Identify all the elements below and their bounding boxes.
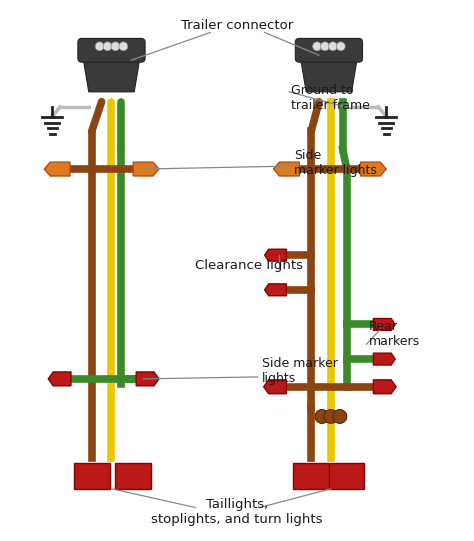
Text: Side
marker lights: Side marker lights xyxy=(294,149,377,177)
Polygon shape xyxy=(264,284,286,296)
Circle shape xyxy=(324,410,338,424)
Circle shape xyxy=(333,410,346,424)
Polygon shape xyxy=(361,162,386,176)
Text: Clearance lights: Clearance lights xyxy=(195,259,303,272)
Text: Trailer connector: Trailer connector xyxy=(181,18,293,31)
FancyBboxPatch shape xyxy=(295,38,363,62)
Polygon shape xyxy=(264,380,286,394)
Circle shape xyxy=(95,42,104,51)
Bar xyxy=(74,463,109,489)
Text: Taillights,
stoplights, and turn lights: Taillights, stoplights, and turn lights xyxy=(151,498,323,526)
Polygon shape xyxy=(133,162,159,176)
Circle shape xyxy=(320,42,329,51)
Polygon shape xyxy=(136,372,159,386)
Text: Rear
markers: Rear markers xyxy=(368,320,419,348)
Bar xyxy=(329,463,365,489)
Polygon shape xyxy=(374,353,395,365)
Text: Ground to
trailer frame: Ground to trailer frame xyxy=(292,84,370,112)
Circle shape xyxy=(119,42,128,51)
Bar xyxy=(315,413,346,420)
Polygon shape xyxy=(273,162,299,176)
Polygon shape xyxy=(374,319,395,331)
Circle shape xyxy=(111,42,120,51)
Text: Side marker
lights: Side marker lights xyxy=(262,357,337,385)
Circle shape xyxy=(103,42,112,51)
Circle shape xyxy=(313,42,321,51)
Polygon shape xyxy=(374,380,396,394)
FancyBboxPatch shape xyxy=(78,38,145,62)
Circle shape xyxy=(328,42,337,51)
Bar xyxy=(116,463,151,489)
Polygon shape xyxy=(299,50,358,92)
Polygon shape xyxy=(264,249,286,261)
Circle shape xyxy=(315,410,329,424)
Polygon shape xyxy=(44,162,70,176)
Circle shape xyxy=(337,42,345,51)
Polygon shape xyxy=(48,372,71,386)
Bar xyxy=(293,463,329,489)
Polygon shape xyxy=(82,50,141,92)
